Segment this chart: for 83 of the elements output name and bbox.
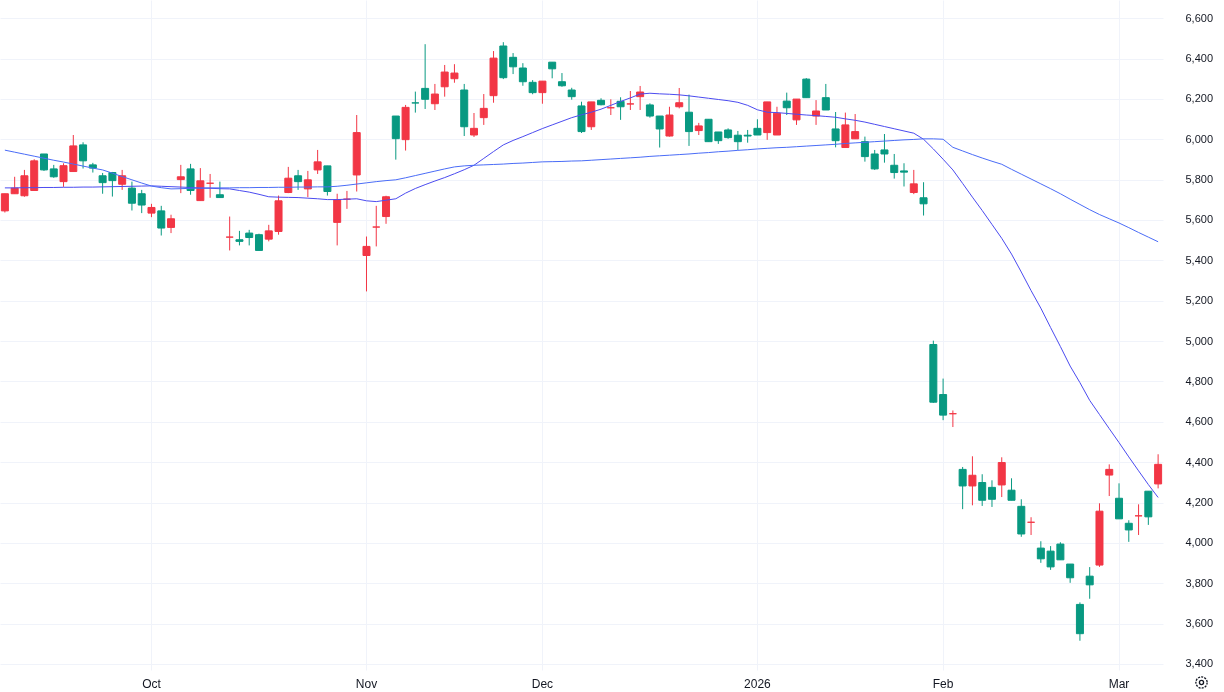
candlestick [1154, 453, 1163, 489]
x-tick-label: Mar [1108, 676, 1130, 691]
candlestick [831, 111, 840, 148]
candlestick [1115, 482, 1124, 520]
candlestick [772, 106, 781, 136]
candlestick [0, 193, 9, 213]
candlestick [79, 141, 88, 170]
candlestick [987, 479, 996, 508]
y-tick-label: 4,400 [1185, 455, 1214, 468]
x-tick-label: Oct [142, 676, 162, 691]
y-tick-label: 3,600 [1185, 617, 1214, 630]
y-tick-label: 5,000 [1185, 334, 1214, 347]
x-tick-label: Nov [355, 676, 378, 691]
y-tick-label: 4,200 [1185, 496, 1214, 508]
candlestick [470, 112, 478, 138]
x-tick-label: Feb [932, 676, 954, 691]
candlestick [890, 153, 899, 180]
candlestick [557, 72, 566, 88]
candlestick [968, 455, 977, 506]
candlestick [479, 93, 488, 126]
y-tick-label: 3,800 [1185, 576, 1214, 589]
y-tick-label: 5,400 [1185, 253, 1214, 266]
candlestick [821, 83, 830, 111]
candlestick [509, 52, 518, 75]
candlestick [1085, 566, 1094, 600]
candlestick [391, 115, 400, 161]
candlestick [812, 99, 821, 126]
candlestick [333, 193, 342, 246]
candlestick [626, 90, 635, 111]
candlestick [186, 163, 195, 196]
candlestick [215, 181, 224, 199]
line-series [4, 92, 1159, 498]
candlestick [675, 87, 684, 109]
candlestick [225, 216, 234, 251]
y-tick-label: 4,600 [1185, 415, 1214, 428]
candlestick [1124, 519, 1133, 543]
candlestick [978, 473, 987, 507]
candlestick [997, 456, 1006, 498]
candlestick [127, 181, 136, 211]
candlestick [958, 466, 967, 510]
candlestick [372, 205, 381, 247]
candlestick [900, 162, 909, 187]
y-tick-label: 6,600 [1185, 11, 1214, 24]
candlestick [411, 91, 420, 114]
y-tick-label: 3,400 [1185, 657, 1214, 670]
candlestick [382, 195, 391, 225]
candlestick [196, 167, 205, 202]
x-tick-label: 2026 [744, 676, 772, 691]
candlestick [939, 378, 948, 421]
y-tick-label: 6,000 [1185, 132, 1214, 145]
y-tick-label: 4,800 [1185, 374, 1214, 387]
candlestick [538, 80, 547, 105]
candlestick [1007, 477, 1016, 501]
y-tick-label: 5,600 [1185, 213, 1214, 226]
y-tick-label: 5,800 [1185, 173, 1214, 186]
y-tick-label: 6,400 [1185, 52, 1214, 65]
candlestick [685, 94, 693, 147]
candlestick [1105, 463, 1114, 497]
candlestick [167, 214, 176, 234]
x-tick-label: Dec [531, 676, 554, 691]
candlestick [1066, 563, 1075, 584]
candlestick [137, 189, 146, 214]
y-tick-label: 6,200 [1185, 92, 1214, 105]
candlestick [655, 115, 664, 149]
candlestick [176, 164, 185, 194]
candlestick [860, 136, 869, 163]
y-tick-label: 4,000 [1185, 536, 1214, 549]
candlestick [294, 169, 303, 191]
candlestick [616, 96, 625, 121]
candlestick [430, 83, 439, 111]
candlestick [665, 106, 674, 138]
candlestick [919, 181, 928, 217]
candlestick [782, 92, 791, 116]
y-tick-label: 5,200 [1185, 294, 1214, 307]
candlestick [802, 77, 811, 99]
candlestick [518, 62, 527, 87]
candlestick [909, 169, 918, 195]
candlestick [421, 43, 430, 110]
candlestick [792, 98, 801, 126]
candlestick [118, 169, 127, 191]
candlestick [157, 205, 166, 237]
candlestick [313, 149, 322, 175]
candlestick [362, 236, 371, 292]
